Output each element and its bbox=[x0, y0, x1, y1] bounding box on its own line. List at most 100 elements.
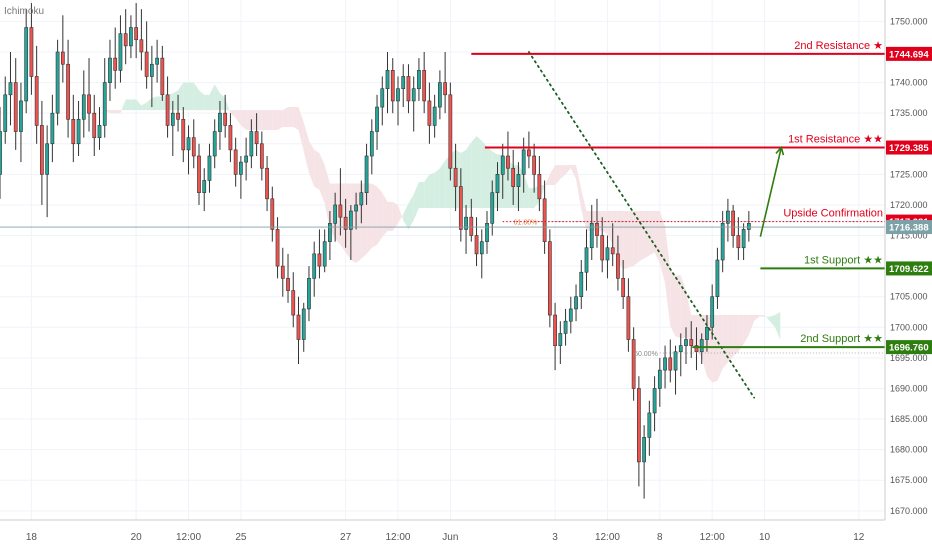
candle-body bbox=[574, 296, 578, 310]
price-level-tag: 1696.760 bbox=[889, 343, 929, 354]
candle-body bbox=[76, 118, 81, 145]
candle-body bbox=[401, 76, 406, 90]
cloud-segment bbox=[324, 165, 330, 230]
candle-body bbox=[244, 155, 248, 163]
cloud-segment bbox=[204, 94, 210, 111]
cloud-segment bbox=[712, 315, 718, 383]
candle-body bbox=[422, 70, 427, 102]
candle-body bbox=[411, 88, 416, 102]
price-level-tag: 1744.694 bbox=[889, 49, 929, 60]
candle-body bbox=[652, 388, 657, 414]
time-axis[interactable]: 18 20 12:00 25 27 12:00 Jun 3 12:00 8 12:00 10 12 bbox=[0, 519, 885, 543]
cloud-segment bbox=[413, 182, 419, 221]
price-level-tag-bg bbox=[886, 46, 932, 61]
price-tick-label: 1740.000 bbox=[890, 78, 928, 88]
cloud-segment bbox=[350, 183, 357, 264]
time-tick-label: 12 bbox=[853, 532, 865, 543]
candle-body bbox=[228, 125, 233, 151]
cloud-segment bbox=[738, 315, 744, 352]
cloud-segment bbox=[151, 96, 158, 111]
cloud-segment bbox=[759, 315, 765, 317]
cloud-segment bbox=[31, 137, 37, 153]
price-tick-label: 1700.000 bbox=[890, 322, 928, 332]
candle-body bbox=[547, 241, 552, 316]
cloud-segment bbox=[549, 165, 556, 186]
cloud-segment bbox=[754, 315, 760, 322]
candle-body bbox=[511, 167, 516, 187]
candle-body bbox=[438, 82, 442, 108]
last-price-tag-bg bbox=[886, 220, 932, 235]
price-axis[interactable]: 1750.0001745.0001740.0001735.0001730.000… bbox=[884, 0, 932, 550]
candle-body bbox=[71, 118, 76, 145]
cloud-segment bbox=[680, 275, 687, 338]
cloud-segment bbox=[157, 96, 163, 111]
candle-body bbox=[699, 339, 704, 353]
candle-body bbox=[684, 339, 688, 346]
candle-body bbox=[254, 131, 259, 145]
cloud-segment bbox=[565, 165, 571, 175]
candle-body bbox=[13, 82, 18, 132]
cloud-segment bbox=[476, 136, 482, 208]
candle-body bbox=[160, 57, 165, 96]
candle-body bbox=[705, 326, 709, 340]
cloud-segment bbox=[570, 165, 577, 179]
candle-body bbox=[490, 192, 495, 224]
cloud-segment bbox=[366, 183, 372, 254]
cloud-segment bbox=[308, 140, 315, 187]
cloud-segment bbox=[769, 315, 776, 328]
candle-body bbox=[134, 27, 139, 41]
price-tick-label: 1695.000 bbox=[890, 353, 928, 363]
candle-body bbox=[45, 143, 50, 175]
candle-body bbox=[453, 167, 458, 187]
candle-body bbox=[176, 112, 180, 120]
price-tick-label: 1750.000 bbox=[890, 16, 928, 26]
cloud-segment bbox=[659, 211, 666, 283]
candle-body bbox=[464, 216, 468, 230]
candle-body bbox=[60, 51, 65, 65]
candle-body bbox=[369, 131, 374, 157]
price-level-tag-bg bbox=[886, 261, 932, 276]
candle-body bbox=[678, 345, 683, 353]
ichimoku-cloud bbox=[31, 82, 781, 383]
cloud-segment bbox=[722, 315, 728, 369]
time-tick-label: 20 bbox=[131, 532, 143, 543]
cloud-segment bbox=[136, 99, 142, 111]
candle-body bbox=[81, 94, 86, 120]
candle-body bbox=[92, 112, 97, 138]
indicator-label[interactable]: Ichimoku bbox=[4, 6, 45, 17]
cloud-segment bbox=[235, 110, 241, 126]
candle-body bbox=[595, 222, 599, 236]
candle-body bbox=[218, 112, 222, 132]
cloud-segment bbox=[256, 110, 262, 130]
cloud-segment bbox=[240, 110, 247, 130]
cloud-segment bbox=[743, 315, 749, 345]
candle-body bbox=[97, 125, 102, 138]
last-price-tag: 1716.388 bbox=[889, 223, 929, 234]
time-tick-label: 27 bbox=[340, 532, 352, 543]
candle-body bbox=[359, 192, 364, 206]
cloud-segment bbox=[392, 201, 398, 231]
candle-body bbox=[521, 149, 526, 175]
candle-body bbox=[66, 63, 70, 120]
cloud-segment bbox=[130, 99, 137, 111]
candle-body bbox=[375, 106, 379, 132]
cloud-segment bbox=[109, 110, 116, 114]
cloud-segment bbox=[303, 122, 309, 173]
candle-body bbox=[427, 100, 432, 126]
candle-body bbox=[626, 296, 631, 340]
candle-body bbox=[123, 33, 128, 47]
cloud-segment bbox=[403, 203, 409, 230]
price-tick-label: 1675.000 bbox=[890, 475, 928, 485]
cloud-segment bbox=[115, 110, 121, 114]
cloud-segment bbox=[382, 192, 388, 238]
cloud-segment bbox=[633, 211, 639, 267]
candle-body bbox=[720, 222, 725, 261]
candle-body bbox=[443, 82, 447, 96]
price-tick-label: 1685.000 bbox=[890, 414, 928, 424]
cloud-segment bbox=[733, 315, 739, 357]
price-tick-label: 1705.000 bbox=[890, 292, 928, 302]
candle-body bbox=[249, 131, 254, 157]
candle-body bbox=[181, 118, 186, 151]
